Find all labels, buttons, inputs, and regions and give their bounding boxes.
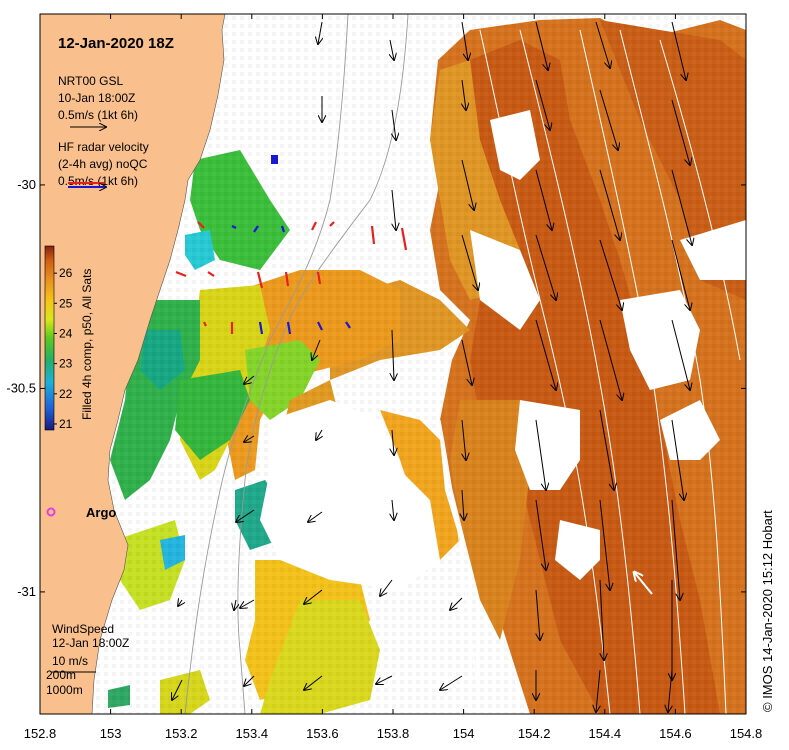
y-tick-label: -30	[17, 177, 36, 192]
colorbar-ticks: 21 22 23 24 25 26	[54, 266, 73, 431]
colorbar-tick-label: 25	[59, 296, 73, 310]
x-tick-label: 154.2	[518, 726, 551, 741]
radar-legend-scale: 0.5m/s (1kt 6h)	[58, 174, 138, 188]
x-tick-label: 153.8	[377, 726, 410, 741]
y-axis: -30 -30.5 -31	[6, 177, 746, 599]
colorbar: 21 22 23 24 25 26 Filled 4h comp, p50, All Sa…	[44, 245, 94, 431]
x-tick-label: 153.2	[165, 726, 198, 741]
land-mask	[40, 14, 226, 714]
colorbar-tick-label: 21	[59, 417, 73, 431]
radar-legend-title: HF radar velocity	[58, 140, 149, 154]
isobath-200m-label: 200m	[46, 668, 76, 682]
colorbar-tick-label: 24	[59, 326, 73, 340]
colorbar-tick-label: 26	[59, 266, 73, 280]
colorbar-tick-label: 23	[59, 357, 73, 371]
x-tick-label: 154.8	[730, 726, 763, 741]
model-current-vectors	[172, 21, 692, 712]
wind-legend-scale: 10 m/s	[52, 654, 88, 668]
model-legend-scale: 0.5m/s (1kt 6h)	[58, 108, 138, 122]
y-tick-label: -30.5	[6, 380, 36, 395]
x-tick-label: 152.8	[24, 726, 57, 741]
x-tick-label: 154	[453, 726, 475, 741]
argo-label: Argo	[86, 505, 116, 520]
map-title: 12-Jan-2020 18Z	[58, 35, 174, 52]
model-legend-time: 10-Jan 18:00Z	[58, 91, 135, 105]
isobaths	[184, 14, 409, 714]
x-tick-label: 153.4	[236, 726, 269, 741]
model-legend-title: NRT00 GSL	[58, 74, 123, 88]
model-legend: NRT00 GSL 10-Jan 18:00Z 0.5m/s (1kt 6h) …	[58, 74, 149, 188]
y-tick-label: -31	[17, 584, 36, 599]
radar-legend-sub: (2-4h avg) noQC	[58, 157, 148, 171]
isobath-1000m-label: 1000m	[46, 683, 83, 697]
colorbar-gradient	[44, 245, 55, 431]
colorbar-label: Filled 4h comp, p50, All Sats	[80, 269, 94, 420]
wind-legend: WindSpeed 12-Jan 18:00Z 10 m/s 200m 1000…	[46, 622, 129, 697]
wind-legend-time: 12-Jan 18:00Z	[52, 636, 129, 650]
x-tick-label: 154.4	[589, 726, 622, 741]
x-tick-label: 153	[100, 726, 122, 741]
plot-area	[40, 14, 746, 714]
radar-vectors	[175, 155, 408, 335]
wind-legend-title: WindSpeed	[52, 622, 114, 636]
x-tick-label: 153.6	[306, 726, 339, 741]
x-tick-label: 154.6	[659, 726, 692, 741]
white-vectors	[632, 300, 653, 595]
colorbar-tick-label: 22	[59, 387, 73, 401]
argo-float-marker[interactable]	[46, 507, 56, 517]
x-axis: 152.8 153 153.2 153.4 153.6 153.8 154 154.2 154.…	[24, 14, 763, 741]
